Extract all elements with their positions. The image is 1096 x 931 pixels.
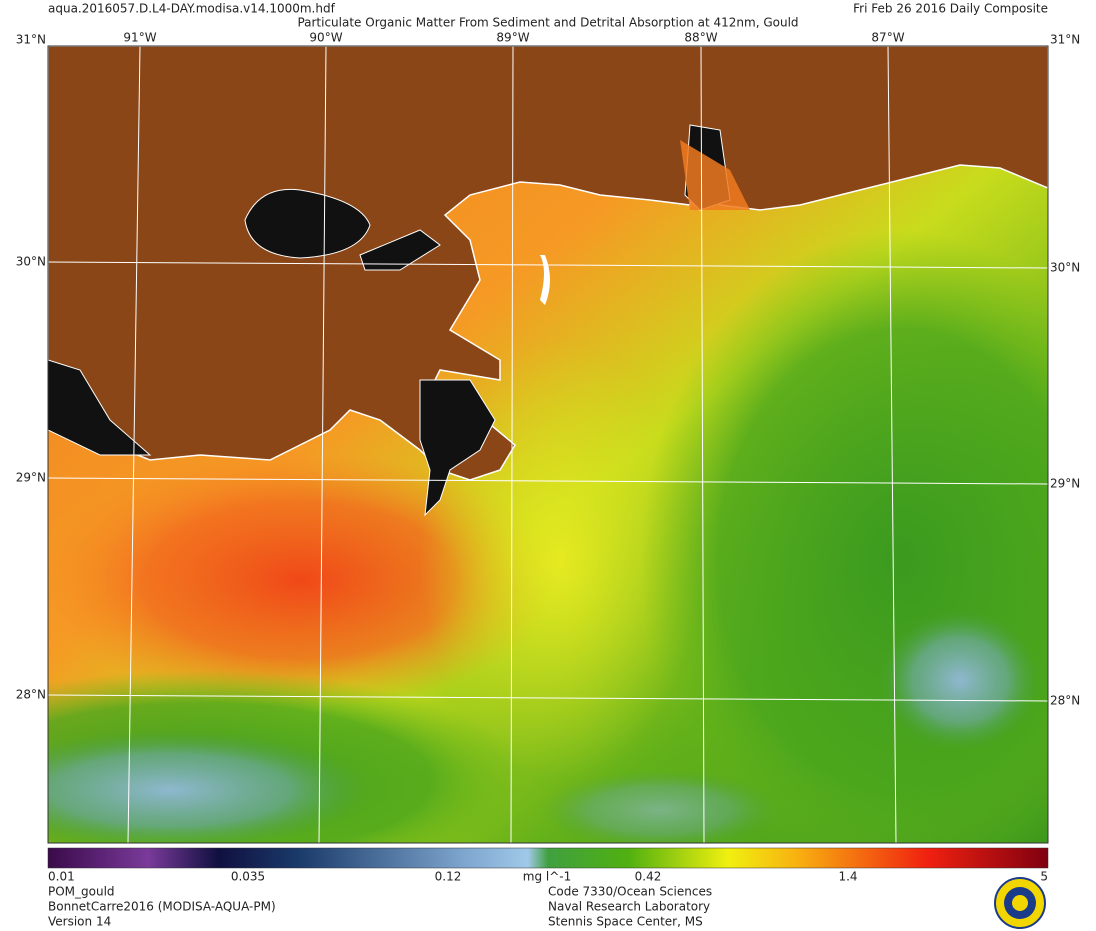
map-title: Particulate Organic Matter From Sediment… xyxy=(297,16,798,30)
longitude-label: 87°W xyxy=(871,31,904,45)
map-date: Fri Feb 26 2016 Daily Composite xyxy=(853,2,1048,16)
mobile-bay-water xyxy=(680,140,750,210)
longitude-label: 89°W xyxy=(496,31,529,45)
clear-water xyxy=(540,770,780,843)
meridian xyxy=(318,46,327,843)
colorbar-label: 0.42 xyxy=(635,870,662,884)
product-line: POM_gould xyxy=(48,885,115,899)
lake-pontchartrain xyxy=(244,188,371,259)
latitude-label: 31°N xyxy=(16,33,46,47)
graticule xyxy=(48,46,1048,843)
meridian xyxy=(887,46,897,843)
file-name: aqua.2016057.D.L4-DAY.modisa.v14.1000m.h… xyxy=(48,2,336,16)
colorbar-label: 1.4 xyxy=(838,870,857,884)
graticule-labels: 91°W 90°W 89°W 88°W 87°W 31°N 31°N 30°N 30°N 29°N… xyxy=(16,31,1081,708)
map-image xyxy=(48,46,1048,843)
latitude-label: 29°N xyxy=(1050,477,1080,491)
clear-water xyxy=(880,610,1040,750)
meridian xyxy=(127,46,141,843)
colorbar-units: mg l^-1 xyxy=(523,870,571,884)
credit-line: Code 7330/Ocean Sciences xyxy=(548,885,712,899)
latitude-label: 31°N xyxy=(1050,33,1080,47)
parallel xyxy=(48,261,1048,269)
latitude-label: 30°N xyxy=(16,255,46,269)
colorbar-label: 0.035 xyxy=(231,870,265,884)
latitude-label: 29°N xyxy=(16,471,46,485)
barrier-island xyxy=(540,255,550,305)
parallel xyxy=(48,477,1048,485)
credit-line: Naval Research Laboratory xyxy=(548,900,710,914)
latitude-label: 30°N xyxy=(1050,261,1080,275)
wetland xyxy=(48,359,152,456)
credit-line: Stennis Space Center, MS xyxy=(548,915,703,929)
meridian xyxy=(700,46,705,843)
colorbar-label: 0.01 xyxy=(48,870,75,884)
product-line: BonnetCarre2016 (MODISA-AQUA-PM) xyxy=(48,900,276,914)
colorbar xyxy=(47,847,1049,869)
meridian xyxy=(510,46,514,843)
delta-wetland xyxy=(419,379,496,517)
land xyxy=(48,46,1048,481)
colorbar-label: 5 xyxy=(1040,870,1048,884)
nrl-logo xyxy=(994,877,1046,929)
map-frame xyxy=(47,45,1049,844)
product-line: Version 14 xyxy=(48,915,111,929)
longitude-label: 88°W xyxy=(684,31,717,45)
longitude-label: 91°W xyxy=(123,31,156,45)
longitude-label: 90°W xyxy=(309,31,342,45)
parallel xyxy=(48,694,1048,702)
lake-borgne xyxy=(359,229,441,271)
colorbar-label: 0.12 xyxy=(435,870,462,884)
colorbar-labels: 0.01 0.035 0.12 0.42 1.4 5 xyxy=(48,870,1048,884)
latitude-label: 28°N xyxy=(16,688,46,702)
latitude-label: 28°N xyxy=(1050,694,1080,708)
